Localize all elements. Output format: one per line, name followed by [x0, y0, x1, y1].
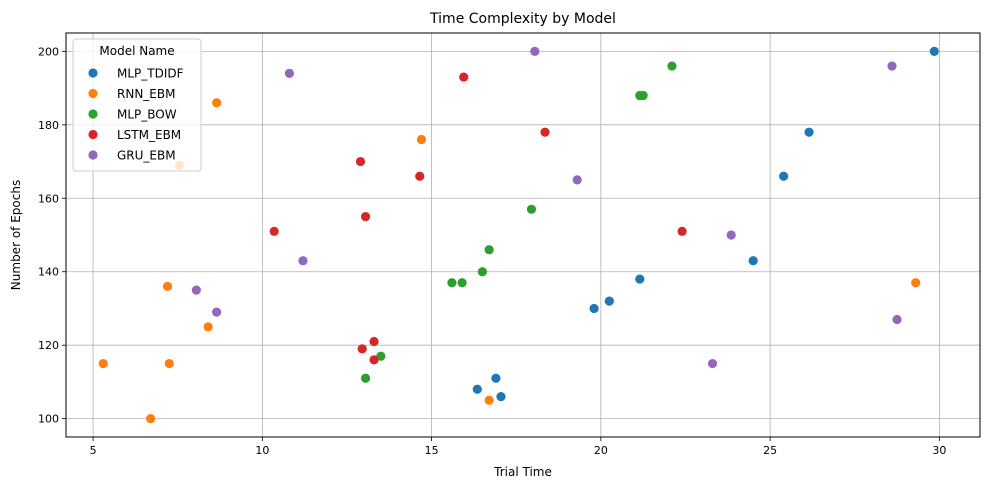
data-point-lstm-ebm [269, 226, 279, 236]
data-point-mlp-tdidf [748, 256, 758, 266]
data-point-gru-ebm [887, 61, 897, 71]
data-point-mlp-tdidf [804, 127, 814, 137]
data-point-rnn-ebm [164, 358, 174, 369]
x-tick-label: 20 [594, 444, 608, 457]
chart-title: Time Complexity by Model [429, 11, 616, 27]
x-tick-label: 5 [90, 444, 97, 457]
legend-marker-lstm-ebm [88, 129, 98, 140]
plot-frame [65, 32, 981, 438]
data-point-rnn-ebm [146, 414, 156, 424]
legend-title: Model Name [99, 44, 174, 58]
data-point-mlp-bow [638, 90, 648, 101]
grid-lines [66, 33, 980, 437]
legend-marker-rnn-ebm [88, 88, 98, 99]
data-point-mlp-bow [447, 278, 457, 288]
data-point-mlp-bow [360, 373, 371, 383]
data-point-rnn-ebm [162, 281, 173, 292]
data-point-mlp-tdidf [496, 392, 506, 402]
x-tick-label: 30 [932, 444, 946, 457]
data-point-lstm-ebm [677, 226, 687, 236]
x-tick-label: 10 [255, 444, 269, 457]
y-tick-label: 100 [38, 413, 59, 426]
data-point-lstm-ebm [540, 127, 550, 137]
data-point-gru-ebm [892, 314, 902, 325]
legend-label-mlp-bow: MLP_BOW [117, 108, 177, 122]
data-point-mlp-tdidf [604, 296, 614, 306]
data-point-rnn-ebm [212, 98, 222, 108]
data-point-gru-ebm [726, 230, 736, 240]
data-point-mlp-tdidf [472, 384, 482, 394]
y-axis-ticks: 100 120 140 160 180 200 [38, 45, 66, 426]
data-points [98, 46, 939, 424]
data-point-mlp-tdidf [491, 373, 501, 383]
y-tick-label: 200 [38, 45, 59, 58]
legend-marker-mlp-tdidf [88, 68, 98, 78]
data-point-rnn-ebm [203, 322, 213, 332]
data-point-mlp-tdidf [589, 303, 599, 314]
x-tick-label: 25 [763, 444, 777, 457]
data-point-lstm-ebm [360, 212, 371, 222]
data-point-mlp-bow [484, 245, 494, 255]
data-point-rnn-ebm [911, 278, 921, 288]
data-point-lstm-ebm [369, 336, 379, 347]
data-point-gru-ebm [212, 307, 222, 317]
y-axis-label: Number of Epochs [9, 180, 23, 290]
data-point-gru-ebm [530, 46, 540, 56]
legend-label-gru-ebm: GRU_EBM [117, 149, 176, 163]
data-point-lstm-ebm [357, 344, 367, 354]
data-point-mlp-bow [667, 61, 677, 71]
y-tick-label: 180 [38, 119, 59, 132]
data-point-rnn-ebm [484, 395, 494, 405]
data-point-mlp-tdidf [779, 171, 789, 181]
y-tick-label: 120 [38, 339, 59, 352]
data-point-gru-ebm [284, 68, 295, 78]
y-tick-label: 160 [38, 192, 59, 205]
data-point-mlp-bow [477, 267, 487, 277]
data-point-gru-ebm [191, 285, 201, 295]
data-point-gru-ebm [572, 175, 582, 185]
data-point-mlp-bow [376, 351, 386, 361]
legend-label-rnn-ebm: RNN_EBM [117, 87, 175, 101]
y-tick-label: 140 [38, 266, 59, 279]
data-point-rnn-ebm [416, 134, 427, 145]
x-axis-label: Trial Time [493, 465, 552, 479]
legend-label-mlp-tdidf: MLP_TDIDF [117, 67, 184, 81]
data-point-gru-ebm [298, 256, 308, 266]
legend-marker-gru-ebm [88, 150, 98, 160]
data-point-lstm-ebm [415, 171, 425, 181]
data-point-lstm-ebm [369, 355, 379, 365]
data-point-lstm-ebm [355, 156, 366, 167]
legend-label-lstm-ebm: LSTM_EBM [117, 128, 181, 142]
legend-box [72, 38, 202, 172]
data-point-rnn-ebm [98, 358, 108, 369]
legend: Model Name MLP_TDIDF RNN_EBM MLP_BOW LSTM_E… [72, 38, 202, 172]
x-tick-label: 15 [425, 444, 439, 457]
data-point-mlp-bow [526, 204, 537, 214]
data-point-lstm-ebm [459, 72, 469, 82]
data-point-mlp-tdidf [635, 274, 645, 284]
data-point-gru-ebm [707, 358, 718, 369]
legend-marker-mlp-bow [88, 109, 98, 119]
data-point-mlp-bow [457, 278, 467, 288]
x-axis-ticks: 5 10 15 20 25 30 [90, 437, 946, 457]
data-point-mlp-tdidf [929, 46, 939, 56]
legend-items: MLP_TDIDF RNN_EBM MLP_BOW LSTM_EBM GRU_EBM [88, 67, 184, 163]
